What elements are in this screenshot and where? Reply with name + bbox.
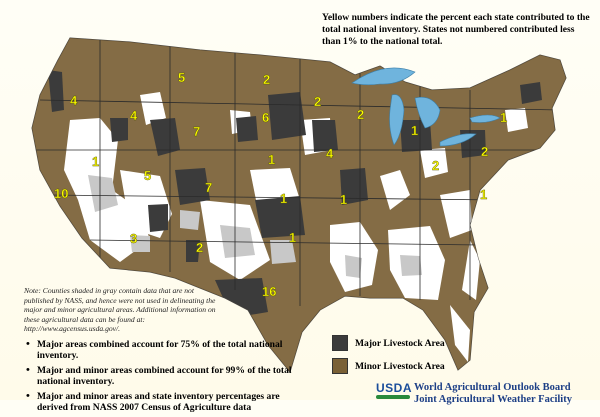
minor-swatch xyxy=(332,358,348,374)
state-percent-va: 1 xyxy=(480,187,487,202)
usda-logo-bar xyxy=(376,395,410,399)
bullet-text: Major areas combined account for 75% of … xyxy=(37,339,283,361)
state-percent-wi: 2 xyxy=(357,107,364,122)
state-percent-nv: 10 xyxy=(54,186,68,201)
major-livestock-areas xyxy=(48,70,542,318)
bullet-item: • Major and minor areas and state invent… xyxy=(26,390,296,414)
state-percent-ok: 1 xyxy=(289,230,296,245)
bullet-dot-icon: • xyxy=(26,364,30,376)
state-percent-ut: 5 xyxy=(144,168,151,183)
great-lakes xyxy=(351,67,501,147)
state-percent-pa: 2 xyxy=(481,144,488,159)
board-title: World Agricultural Outlook Board xyxy=(414,382,571,393)
legend-major-label: Major Livestock Area xyxy=(355,337,445,349)
lake-michigan xyxy=(389,94,405,146)
state-percent-nm: 2 xyxy=(196,240,203,255)
lake-huron xyxy=(414,96,441,129)
major-swatch xyxy=(332,335,348,351)
county-note: Note: Counties shaded in gray contain da… xyxy=(24,286,216,333)
state-percent-ia: 4 xyxy=(326,146,334,161)
state-percent-nd: 2 xyxy=(263,72,270,87)
map-legend: Major Livestock Area Minor Livestock Are… xyxy=(332,335,482,381)
state-percent-mi: 1 xyxy=(411,123,418,138)
state-percent-tx: 16 xyxy=(262,284,276,299)
bullet-item: • Major areas combined account for 75% o… xyxy=(26,338,296,362)
bullet-dot-icon: • xyxy=(26,338,30,350)
header-note: Yellow numbers indicate the percent each… xyxy=(322,12,590,47)
lake-superior xyxy=(351,67,416,86)
legend-minor-label: Minor Livestock Area xyxy=(355,360,445,372)
state-percent-mn: 2 xyxy=(314,94,321,109)
state-percent-mo: 1 xyxy=(340,192,347,207)
state-percent-ne: 1 xyxy=(268,152,275,167)
state-percent-wa: 4 xyxy=(70,93,78,108)
state-percent-or: 1 xyxy=(92,154,99,169)
state-percent-sd: 6 xyxy=(262,110,269,125)
state-percent-mt: 5 xyxy=(178,70,185,85)
state-percent-labels: 4 5 2 2 2 4 7 6 1 1 1 5 7 1 4 2 2 10 1 1… xyxy=(54,70,508,299)
state-percent-id: 4 xyxy=(130,108,138,123)
state-percent-ks: 1 xyxy=(280,191,287,206)
lake-erie xyxy=(439,133,477,147)
unpublished-counties xyxy=(88,175,422,278)
state-percent-co: 7 xyxy=(205,180,212,195)
bullet-dot-icon: • xyxy=(26,390,30,402)
state-percent-az: 3 xyxy=(130,231,137,246)
state-borders xyxy=(36,40,561,306)
us-livestock-map: 4 5 2 2 2 4 7 6 1 1 1 5 7 1 4 2 2 10 1 1… xyxy=(31,37,567,373)
summary-bullets: • Major areas combined account for 75% o… xyxy=(26,339,296,417)
state-percent-ny: 1 xyxy=(500,110,507,125)
bullet-item: • Major and minor areas combined account… xyxy=(26,364,296,388)
usda-logo: USDA xyxy=(376,381,413,395)
lake-ontario xyxy=(469,114,501,123)
state-percent-oh: 2 xyxy=(432,158,439,173)
bullet-text: Major and minor areas and state inventor… xyxy=(37,391,280,413)
state-percent-wy: 7 xyxy=(193,124,200,139)
footer-credit: USDA World Agricultural Outlook Board Jo… xyxy=(374,381,600,405)
bullet-text: Major and minor areas combined account f… xyxy=(37,365,292,387)
legend-major: Major Livestock Area xyxy=(332,335,482,351)
legend-minor: Minor Livestock Area xyxy=(332,358,482,374)
